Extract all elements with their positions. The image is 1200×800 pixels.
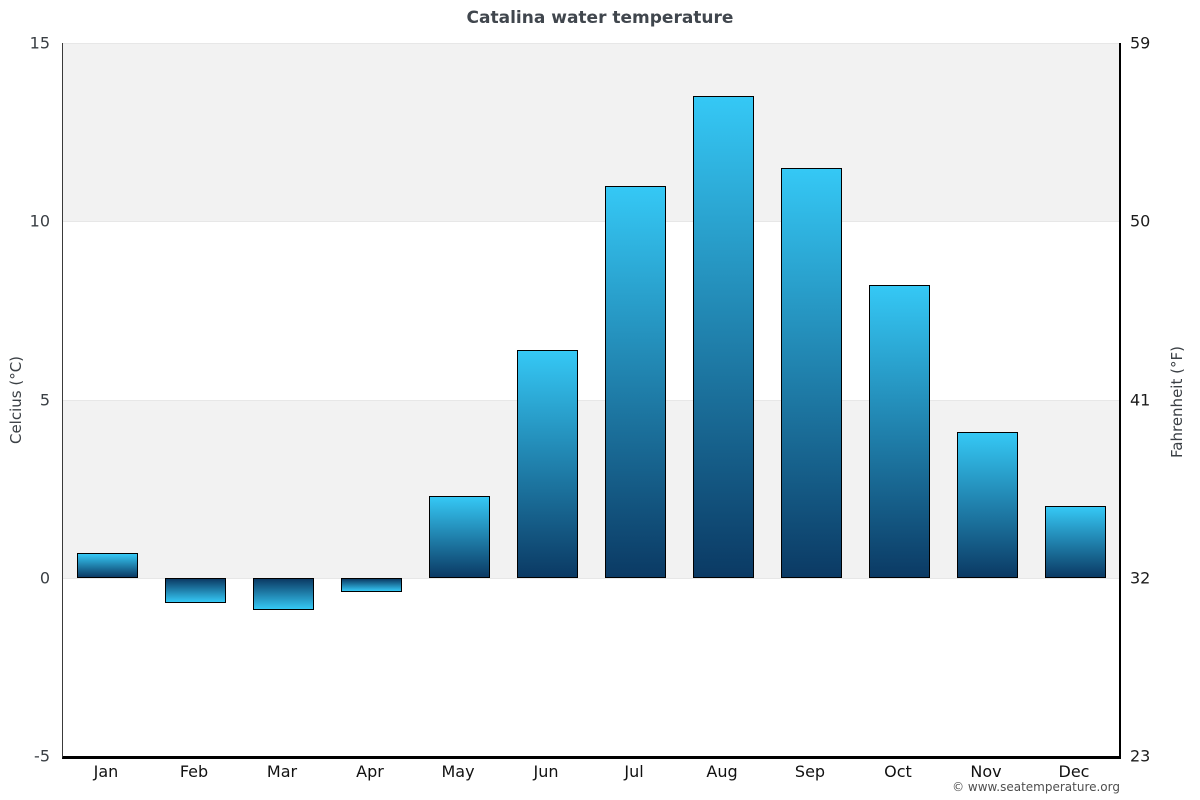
bar-mar xyxy=(252,577,314,610)
fahrenheit-tick-label: 59 xyxy=(1130,33,1151,53)
bar-oct xyxy=(868,285,930,578)
fahrenheit-tick-label: 32 xyxy=(1130,568,1151,588)
month-label-jan: Jan xyxy=(93,762,119,781)
gridline xyxy=(63,577,1119,579)
fahrenheit-tick-label: 41 xyxy=(1130,390,1151,409)
plot-band xyxy=(63,43,1119,222)
celsius-tick-label: 15 xyxy=(29,33,50,53)
bar-apr xyxy=(340,577,402,592)
month-label-mar: Mar xyxy=(266,762,298,781)
plot-band xyxy=(63,399,1119,578)
watermark: © www.seatemperature.org xyxy=(952,780,1120,794)
month-label-oct: Oct xyxy=(884,762,912,781)
bar-jul xyxy=(604,185,666,578)
month-label-sep: Sep xyxy=(794,762,826,781)
plot-band xyxy=(63,221,1119,400)
y-axis-title-celsius: Celcius (°C) xyxy=(7,355,25,445)
gridline xyxy=(63,399,1119,401)
bar-jan xyxy=(76,552,138,578)
bar-feb xyxy=(164,577,226,603)
month-label-apr: Apr xyxy=(356,762,384,781)
celsius-tick-label: 10 xyxy=(29,211,50,231)
bar-jun xyxy=(516,349,578,578)
gridline xyxy=(63,43,1119,44)
fahrenheit-tick-label: 50 xyxy=(1130,211,1151,231)
month-label-jul: Jul xyxy=(624,762,644,781)
bar-sep xyxy=(780,167,842,578)
month-label-feb: Feb xyxy=(179,762,209,781)
chart-title: Catalina water temperature xyxy=(466,8,734,28)
fahrenheit-tick-label: 23 xyxy=(1130,746,1151,766)
bar-aug xyxy=(692,96,754,578)
plot-band xyxy=(63,577,1119,756)
bar-nov xyxy=(956,431,1018,578)
month-label-dec: Dec xyxy=(1058,762,1090,781)
plot-area xyxy=(62,43,1121,759)
celsius-tick-label: 5 xyxy=(39,390,50,409)
y-axis-title-fahrenheit: Fahrenheit (°F) xyxy=(1168,346,1186,458)
month-label-may: May xyxy=(441,762,475,781)
gridline xyxy=(63,221,1119,223)
celsius-tick-label: -5 xyxy=(34,746,50,766)
bar-dec xyxy=(1044,506,1106,578)
month-label-nov: Nov xyxy=(970,762,1002,781)
celsius-tick-label: 0 xyxy=(39,568,50,588)
bar-may xyxy=(428,495,490,578)
month-label-aug: Aug xyxy=(706,762,738,781)
month-label-jun: Jun xyxy=(533,762,559,781)
